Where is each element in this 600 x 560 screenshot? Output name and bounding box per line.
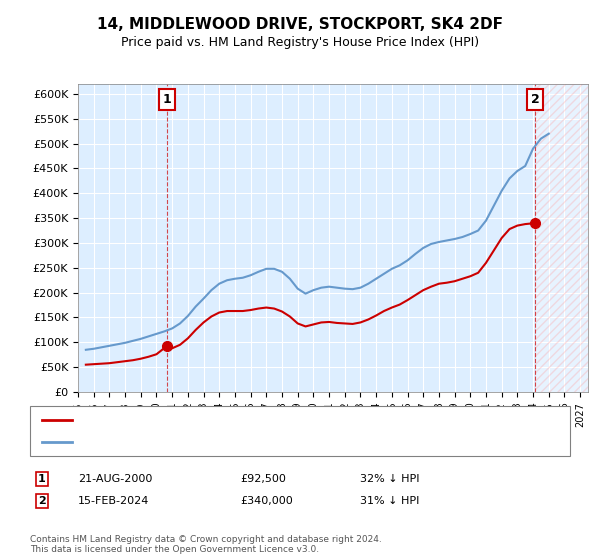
Text: HPI: Average price, detached house, Stockport: HPI: Average price, detached house, Stoc… <box>78 437 322 447</box>
Text: 21-AUG-2000: 21-AUG-2000 <box>78 474 152 484</box>
Text: Contains HM Land Registry data © Crown copyright and database right 2024.
This d: Contains HM Land Registry data © Crown c… <box>30 535 382 554</box>
Text: 14, MIDDLEWOOD DRIVE, STOCKPORT, SK4 2DF (detached house): 14, MIDDLEWOOD DRIVE, STOCKPORT, SK4 2DF… <box>78 415 422 425</box>
Text: 15-FEB-2024: 15-FEB-2024 <box>78 496 149 506</box>
Text: 1: 1 <box>163 93 172 106</box>
Text: Price paid vs. HM Land Registry's House Price Index (HPI): Price paid vs. HM Land Registry's House … <box>121 36 479 49</box>
Text: 2: 2 <box>531 93 539 106</box>
Text: £92,500: £92,500 <box>240 474 286 484</box>
Text: £340,000: £340,000 <box>240 496 293 506</box>
Text: 32% ↓ HPI: 32% ↓ HPI <box>360 474 419 484</box>
Text: 31% ↓ HPI: 31% ↓ HPI <box>360 496 419 506</box>
Text: 14, MIDDLEWOOD DRIVE, STOCKPORT, SK4 2DF: 14, MIDDLEWOOD DRIVE, STOCKPORT, SK4 2DF <box>97 17 503 32</box>
Text: 1: 1 <box>38 474 46 484</box>
Text: 2: 2 <box>38 496 46 506</box>
